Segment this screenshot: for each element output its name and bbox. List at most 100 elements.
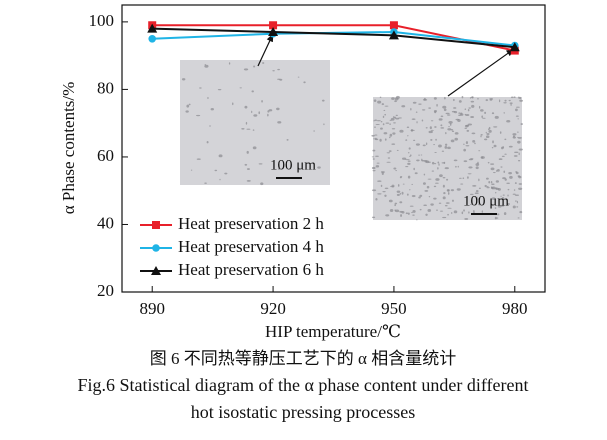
texture <box>462 177 465 180</box>
texture <box>465 141 469 145</box>
texture <box>383 132 388 135</box>
texture <box>246 168 250 171</box>
texture <box>461 211 464 215</box>
texture <box>423 173 426 176</box>
texture <box>503 102 507 104</box>
x-tick-label: 920 <box>260 299 286 318</box>
texture <box>441 150 445 152</box>
texture <box>251 110 253 114</box>
texture <box>380 171 385 173</box>
texture <box>506 119 511 123</box>
texture <box>450 212 453 214</box>
texture <box>410 128 413 132</box>
texture <box>461 95 464 99</box>
texture <box>488 129 492 133</box>
texture <box>483 138 488 141</box>
texture <box>443 108 447 112</box>
texture <box>427 178 432 180</box>
texture <box>497 169 500 172</box>
texture <box>444 143 448 146</box>
texture <box>467 109 470 112</box>
texture <box>519 96 522 100</box>
texture <box>498 158 503 161</box>
texture <box>476 196 478 199</box>
texture <box>504 138 507 141</box>
texture <box>506 182 510 185</box>
texture <box>395 114 398 117</box>
texture <box>253 114 258 117</box>
texture <box>428 130 433 134</box>
texture <box>243 68 249 71</box>
marker <box>147 23 158 33</box>
texture <box>458 112 461 114</box>
texture <box>239 87 242 89</box>
texture <box>391 97 395 100</box>
texture <box>206 140 209 144</box>
texture <box>503 112 506 114</box>
texture <box>401 211 405 214</box>
texture <box>512 133 517 136</box>
texture <box>415 111 418 113</box>
texture <box>472 140 476 143</box>
texture <box>464 218 469 220</box>
texture <box>380 127 383 130</box>
texture <box>492 140 494 144</box>
texture <box>447 213 449 216</box>
texture <box>447 207 452 209</box>
texture <box>464 127 468 129</box>
texture <box>518 187 523 190</box>
texture <box>508 99 511 102</box>
texture <box>475 166 479 170</box>
texture <box>501 197 505 200</box>
texture <box>399 129 404 133</box>
texture <box>418 103 422 105</box>
texture <box>389 123 391 125</box>
texture <box>475 198 481 200</box>
texture <box>491 183 495 186</box>
texture <box>208 125 212 127</box>
texture <box>497 205 502 208</box>
texture <box>454 132 459 135</box>
texture <box>186 104 190 108</box>
texture <box>470 203 472 206</box>
texture <box>384 105 389 107</box>
texture <box>390 117 395 121</box>
texture <box>409 155 411 158</box>
texture <box>440 124 443 127</box>
texture <box>490 167 495 171</box>
texture <box>442 105 447 109</box>
texture <box>442 184 445 188</box>
texture <box>372 149 376 152</box>
texture <box>444 205 448 207</box>
marker <box>269 21 278 30</box>
caption-chinese: 图 6 不同热等静压工艺下的 α 相含量统计 <box>150 349 456 368</box>
texture <box>427 161 431 163</box>
texture <box>517 118 520 120</box>
texture <box>504 153 507 155</box>
texture <box>297 76 300 78</box>
texture <box>458 100 462 103</box>
texture <box>423 97 426 101</box>
texture <box>447 192 450 195</box>
texture <box>260 182 264 186</box>
texture <box>410 107 412 111</box>
texture <box>303 81 306 84</box>
texture <box>509 102 513 104</box>
texture <box>465 145 470 147</box>
texture <box>430 138 433 141</box>
texture <box>491 112 495 115</box>
texture <box>468 211 470 214</box>
texture <box>407 212 410 215</box>
marker <box>152 244 160 252</box>
marker <box>148 34 157 43</box>
texture <box>382 190 386 193</box>
texture <box>411 183 413 186</box>
marker <box>388 30 399 40</box>
texture <box>478 105 481 109</box>
texture <box>507 194 509 197</box>
texture <box>508 145 513 148</box>
texture <box>321 99 325 102</box>
texture <box>515 106 520 108</box>
texture <box>444 145 448 149</box>
